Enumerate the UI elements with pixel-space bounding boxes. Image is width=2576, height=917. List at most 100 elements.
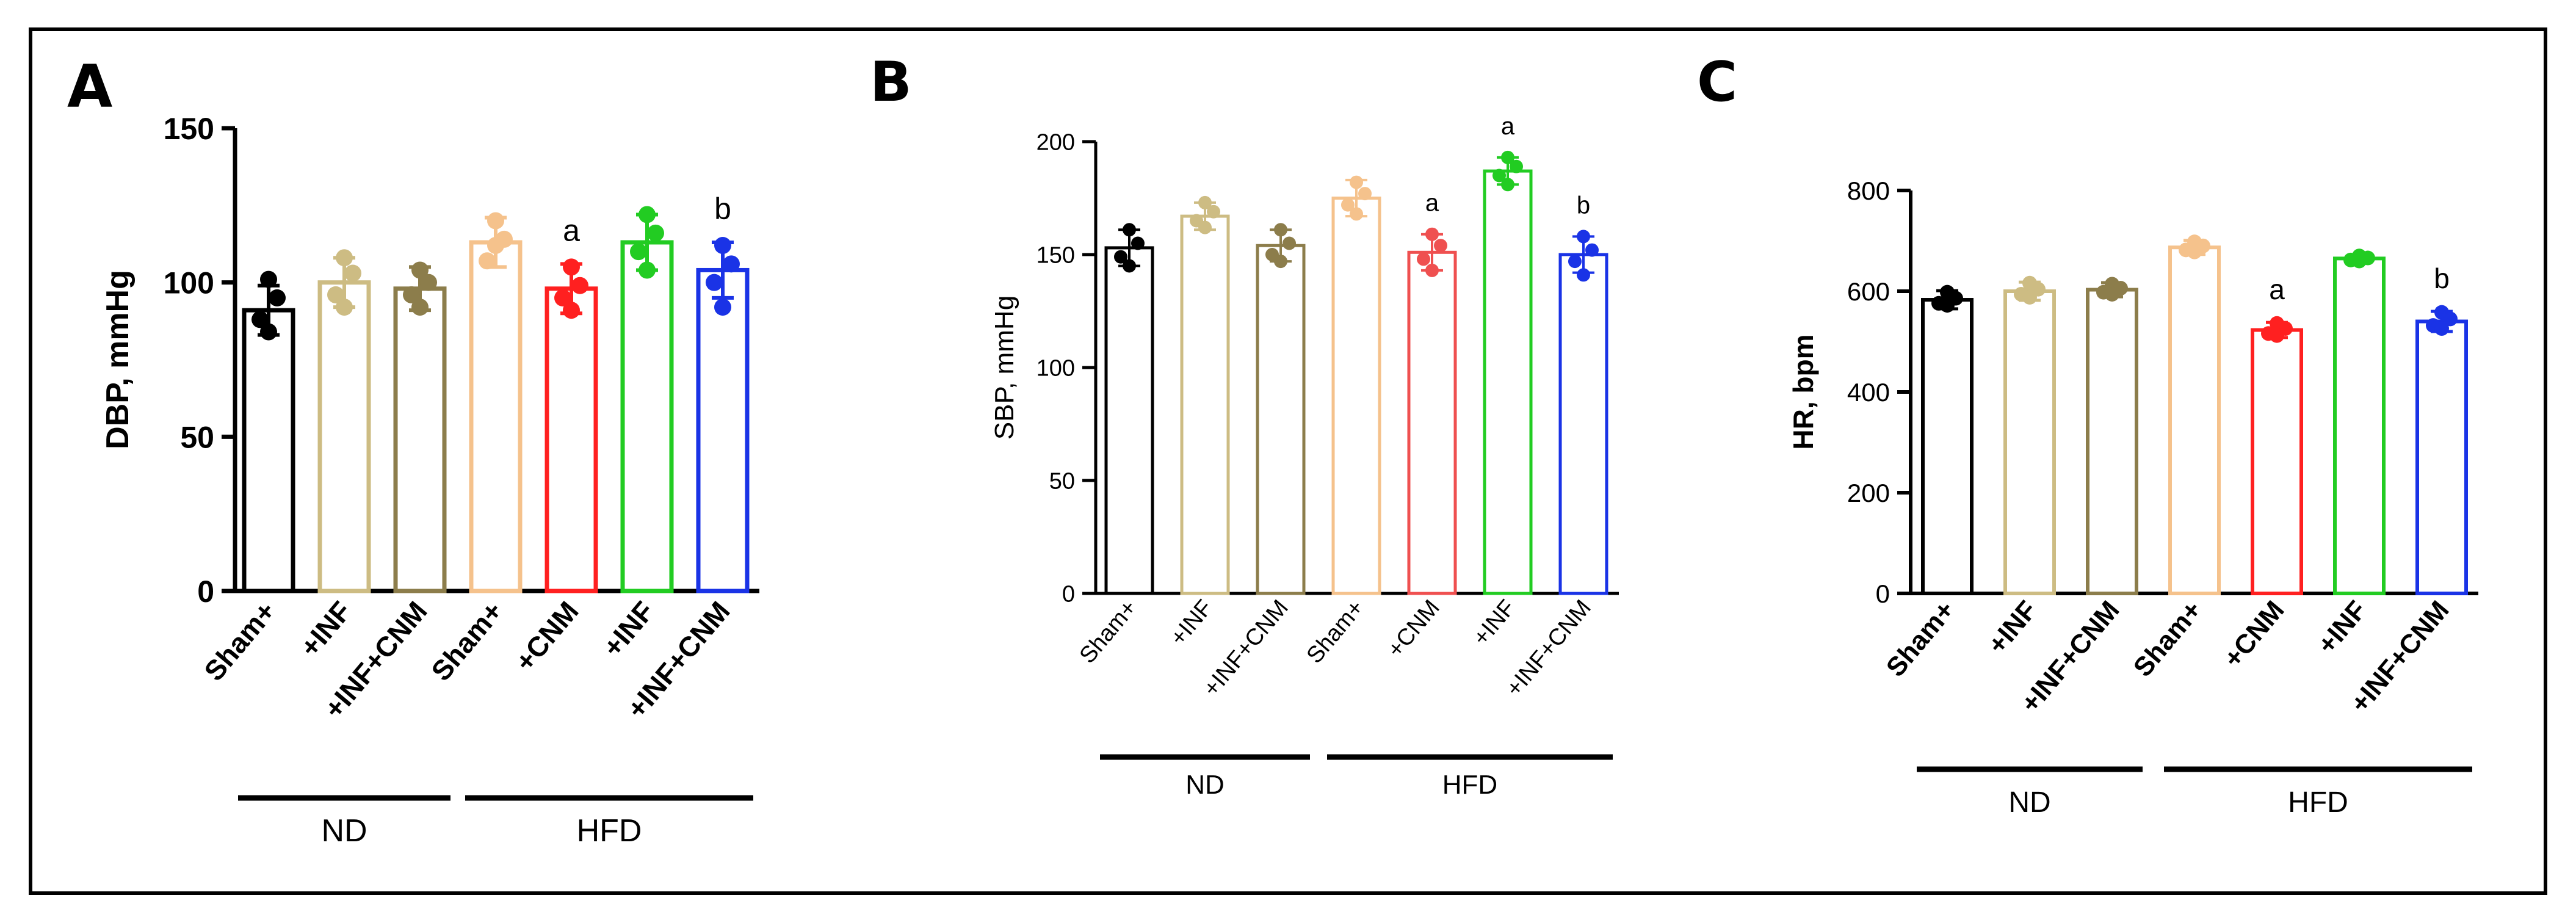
y-tick-label: 0 (1062, 582, 1075, 607)
data-point (630, 243, 647, 261)
data-point (1577, 230, 1590, 244)
data-point (1198, 195, 1212, 209)
data-point (647, 224, 664, 242)
data-point (2022, 289, 2037, 305)
data-point (714, 237, 731, 255)
bar-6 (1483, 169, 1533, 595)
data-point (1350, 207, 1363, 221)
group-label-hfd: HFD (2288, 786, 2348, 819)
data-point (1425, 263, 1439, 277)
significance-label: b (2434, 263, 2450, 294)
y-tick-label: 0 (197, 574, 214, 609)
y-tick-label: 200 (1847, 479, 1890, 507)
data-point (639, 261, 656, 279)
data-point (336, 299, 353, 316)
data-point (706, 274, 723, 291)
data-point (723, 255, 740, 273)
bar-5 (545, 286, 598, 593)
data-point (2434, 321, 2449, 336)
data-point (1501, 150, 1514, 164)
data-point (2270, 328, 2284, 343)
data-point (260, 270, 277, 288)
y-tick-label: 0 (1876, 579, 1890, 608)
y-tick-label: 100 (1037, 356, 1075, 382)
data-point (1131, 236, 1145, 250)
data-point (571, 277, 588, 294)
data-point (1114, 250, 1127, 264)
y-tick-label: 400 (1847, 378, 1890, 407)
data-point (2105, 286, 2119, 302)
y-tick-label: 50 (1049, 469, 1075, 495)
data-point (1274, 255, 1287, 269)
data-point (1350, 175, 1363, 189)
data-point (420, 274, 437, 291)
bar-4 (1331, 197, 1381, 595)
data-point (1492, 169, 1506, 183)
y-tick-label: 150 (164, 112, 214, 146)
group-label-nd: ND (1185, 770, 1225, 800)
data-point (1434, 239, 1447, 253)
bar-3 (1256, 244, 1306, 595)
data-point (1568, 255, 1582, 269)
significance-label: a (1425, 190, 1439, 217)
bar-4 (469, 240, 523, 593)
data-point (1123, 223, 1136, 237)
data-point (411, 261, 429, 279)
data-point (251, 311, 269, 328)
y-tick-label: 150 (1037, 243, 1075, 269)
data-point (1274, 223, 1287, 237)
bar-7 (696, 267, 750, 593)
data-point (487, 212, 504, 230)
group-label-hfd: HFD (1442, 770, 1497, 800)
data-point (1501, 178, 1514, 192)
data-point (260, 323, 277, 341)
data-point (1123, 259, 1136, 273)
significance-label: b (714, 192, 731, 226)
data-point (1510, 159, 1523, 173)
data-point (554, 289, 571, 306)
panel-letter: A (67, 53, 112, 121)
y-tick-label: 100 (164, 266, 214, 300)
bar-1 (1921, 298, 1974, 595)
y-tick-label: 50 (180, 420, 214, 454)
bar-3 (393, 286, 447, 593)
data-point (1283, 236, 1296, 250)
data-point (1207, 205, 1220, 219)
data-point (1341, 198, 1355, 212)
data-point (1417, 252, 1430, 266)
bar-1 (1104, 246, 1154, 595)
bar-2 (1180, 214, 1230, 595)
data-point (714, 299, 731, 316)
y-tick-label: 800 (1847, 176, 1890, 205)
significance-label: a (563, 213, 580, 247)
data-point (327, 286, 344, 303)
data-point (563, 258, 580, 276)
panel-letter: C (1697, 50, 1737, 114)
bar-5 (2251, 328, 2303, 596)
data-point (639, 206, 656, 223)
panel-letter: B (870, 50, 912, 114)
group-label-nd: ND (2008, 786, 2050, 819)
data-point (487, 237, 504, 255)
data-point (563, 302, 580, 319)
y-axis-label: DBP, mmHg (100, 270, 136, 449)
group-label-hfd: HFD (577, 813, 642, 849)
data-point (2352, 253, 2367, 269)
bar-4 (2168, 245, 2221, 596)
bar-6 (2333, 256, 2386, 595)
y-tick-label: 600 (1847, 277, 1890, 306)
data-point (1198, 220, 1212, 234)
data-point (2187, 244, 2202, 259)
y-tick-label: 200 (1037, 130, 1075, 156)
bar-1 (242, 308, 295, 593)
data-point (2443, 311, 2458, 327)
bar-7 (2415, 319, 2468, 595)
group-label-nd: ND (321, 813, 367, 849)
significance-label: b (1577, 192, 1590, 219)
data-point (1425, 227, 1439, 241)
data-point (269, 289, 286, 306)
data-point (403, 286, 420, 303)
significance-label: a (1501, 113, 1515, 140)
